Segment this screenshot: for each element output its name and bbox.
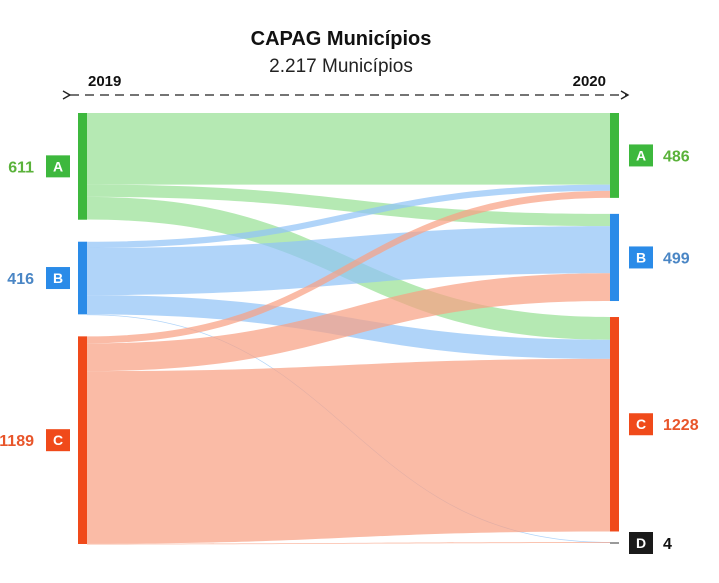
link-b-to-b (87, 226, 610, 296)
link-c-to-b (87, 273, 610, 372)
badge-2019-a (46, 155, 70, 178)
sankey-links (87, 113, 610, 545)
node-2020-b (610, 213, 619, 302)
badge-2019-b (46, 267, 70, 290)
node-2020-c (610, 317, 619, 532)
badge-2020-a (629, 144, 653, 167)
link-a-to-a (87, 113, 610, 185)
node-2019-c (78, 336, 87, 544)
badge-label-2020-d: D (636, 535, 646, 551)
badge-label-2019-b: B (53, 270, 63, 286)
badge-2020-d (629, 532, 653, 554)
link-c-to-d (87, 542, 610, 545)
badge-label-2020-a: A (636, 147, 646, 163)
badge-2019-c (46, 429, 70, 452)
chart-subtitle: 2.217 Municípios (269, 56, 413, 77)
link-b-to-a (87, 184, 610, 248)
chart-title: CAPAG Municípios (251, 28, 432, 50)
badge-2020-c (629, 413, 653, 436)
count-2020-a: 486 (663, 148, 690, 165)
count-2020-b: 499 (663, 250, 690, 267)
badge-2020-b (629, 246, 653, 269)
node-2020-d (610, 542, 619, 544)
sankey-nodes (78, 113, 619, 544)
badge-label-2019-a: A (53, 158, 63, 174)
node-2019-b (78, 241, 87, 315)
node-2019-a (78, 113, 87, 220)
count-2020-c: 1228 (663, 417, 699, 434)
count-2019-c: 1189 (0, 433, 34, 450)
badge-label-2019-c: C (53, 432, 63, 448)
link-c-to-c (87, 358, 610, 544)
badge-label-2020-b: B (636, 249, 646, 265)
badge-label-2020-c: C (636, 416, 646, 432)
count-2019-b: 416 (7, 271, 34, 288)
year-2019-label: 2019 (88, 73, 121, 90)
sankey-labels: A 611 B 416 C 1189 A 486 B 499 C 1228 D 4 (0, 144, 699, 554)
link-c-to-a (87, 190, 610, 344)
node-2020-a (610, 113, 619, 198)
year-2020-label: 2020 (573, 73, 606, 90)
count-2020-d: 4 (663, 536, 672, 553)
link-a-to-b (87, 184, 610, 227)
count-2019-a: 611 (8, 159, 34, 176)
